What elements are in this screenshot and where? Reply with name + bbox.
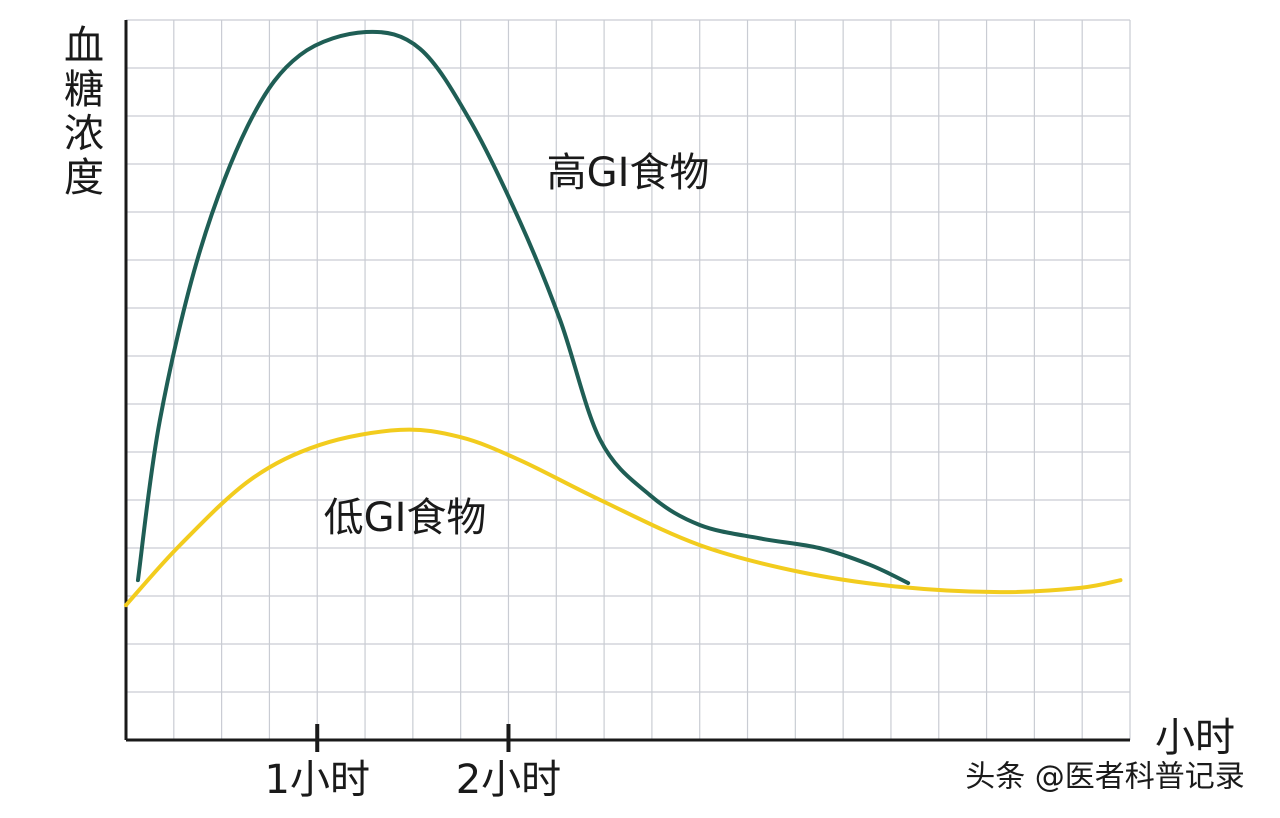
line <box>135 29 911 586</box>
watermark: 头条 @医者科普记录 <box>965 760 1245 795</box>
x-tick-label: 2小时 <box>456 757 561 803</box>
x-tick-label: 1小时 <box>265 757 370 803</box>
line <box>124 427 1123 608</box>
series-label: 高GI食物 <box>547 150 710 196</box>
x-axis-label: 小时 <box>1155 715 1235 761</box>
series-label: 低GI食物 <box>324 495 487 541</box>
y-axis-label: 血糖浓度 <box>57 24 103 200</box>
